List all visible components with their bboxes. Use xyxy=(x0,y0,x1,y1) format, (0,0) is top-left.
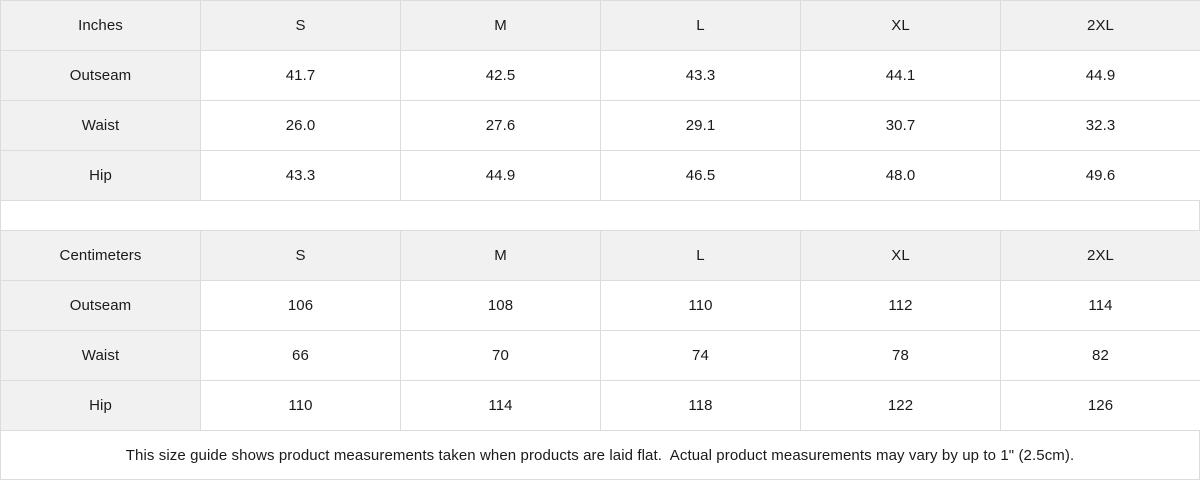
cell-outseam-s: 106 xyxy=(200,280,401,332)
cell-hip-xl: 48.0 xyxy=(800,150,1001,201)
cell-hip-l: 118 xyxy=(600,380,801,432)
cell-waist-l: 74 xyxy=(600,330,801,382)
cell-outseam-xl: 112 xyxy=(800,280,1001,332)
cell-outseam-m: 42.5 xyxy=(400,50,601,101)
table-row: Waist 66 70 74 78 82 xyxy=(0,330,1200,382)
table-row: Outseam 41.7 42.5 43.3 44.1 44.9 xyxy=(0,50,1200,101)
cell-outseam-xl: 44.1 xyxy=(800,50,1001,101)
table-row: Outseam 106 108 110 112 114 xyxy=(0,280,1200,332)
size-header-m: M xyxy=(400,0,601,51)
unit-header-centimeters: Centimeters xyxy=(0,230,201,282)
table-head-inches: Inches S M L XL 2XL xyxy=(0,0,1200,51)
size-header-xl: XL xyxy=(800,230,1001,282)
size-header-m: M xyxy=(400,230,601,282)
cell-outseam-2xl: 44.9 xyxy=(1000,50,1200,101)
size-header-xl: XL xyxy=(800,0,1001,51)
size-header-s: S xyxy=(200,230,401,282)
size-header-l: L xyxy=(600,0,801,51)
cell-hip-s: 110 xyxy=(200,380,401,432)
cell-hip-m: 114 xyxy=(400,380,601,432)
size-guide-footnote: This size guide shows product measuremen… xyxy=(125,446,1075,464)
header-row-centimeters: Centimeters S M L XL 2XL xyxy=(0,230,1200,282)
cell-hip-2xl: 126 xyxy=(1000,380,1200,432)
size-header-l: L xyxy=(600,230,801,282)
cell-hip-xl: 122 xyxy=(800,380,1001,432)
table-body-inches: Outseam 41.7 42.5 43.3 44.1 44.9 Waist 2… xyxy=(0,50,1200,201)
row-label-hip: Hip xyxy=(0,380,201,432)
row-label-hip: Hip xyxy=(0,150,201,201)
cell-hip-s: 43.3 xyxy=(200,150,401,201)
table-body-centimeters: Outseam 106 108 110 112 114 Waist 66 70 … xyxy=(0,280,1200,432)
row-label-outseam: Outseam xyxy=(0,280,201,332)
cell-outseam-l: 110 xyxy=(600,280,801,332)
size-header-s: S xyxy=(200,0,401,51)
size-header-2xl: 2XL xyxy=(1000,230,1200,282)
size-table-inches: Inches S M L XL 2XL Outseam 41.7 42.5 43… xyxy=(0,0,1200,201)
cell-hip-m: 44.9 xyxy=(400,150,601,201)
footnote-row: This size guide shows product measuremen… xyxy=(0,431,1200,480)
cell-waist-l: 29.1 xyxy=(600,100,801,151)
cell-outseam-s: 41.7 xyxy=(200,50,401,101)
table-spacer xyxy=(0,201,1200,231)
cell-hip-l: 46.5 xyxy=(600,150,801,201)
cell-hip-2xl: 49.6 xyxy=(1000,150,1200,201)
cell-outseam-m: 108 xyxy=(400,280,601,332)
cell-waist-s: 26.0 xyxy=(200,100,401,151)
cell-waist-s: 66 xyxy=(200,330,401,382)
table-row: Hip 110 114 118 122 126 xyxy=(0,380,1200,432)
header-row-inches: Inches S M L XL 2XL xyxy=(0,0,1200,51)
cell-waist-xl: 78 xyxy=(800,330,1001,382)
size-table-centimeters: Centimeters S M L XL 2XL Outseam 106 108… xyxy=(0,230,1200,432)
table-row: Hip 43.3 44.9 46.5 48.0 49.6 xyxy=(0,150,1200,201)
table-row: Waist 26.0 27.6 29.1 30.7 32.3 xyxy=(0,100,1200,151)
cell-waist-m: 70 xyxy=(400,330,601,382)
cell-waist-m: 27.6 xyxy=(400,100,601,151)
size-header-2xl: 2XL xyxy=(1000,0,1200,51)
unit-header-inches: Inches xyxy=(0,0,201,51)
cell-waist-2xl: 32.3 xyxy=(1000,100,1200,151)
table-head-centimeters: Centimeters S M L XL 2XL xyxy=(0,230,1200,282)
cell-waist-xl: 30.7 xyxy=(800,100,1001,151)
cell-waist-2xl: 82 xyxy=(1000,330,1200,382)
cell-outseam-l: 43.3 xyxy=(600,50,801,101)
cell-outseam-2xl: 114 xyxy=(1000,280,1200,332)
row-label-waist: Waist xyxy=(0,330,201,382)
row-label-outseam: Outseam xyxy=(0,50,201,101)
row-label-waist: Waist xyxy=(0,100,201,151)
